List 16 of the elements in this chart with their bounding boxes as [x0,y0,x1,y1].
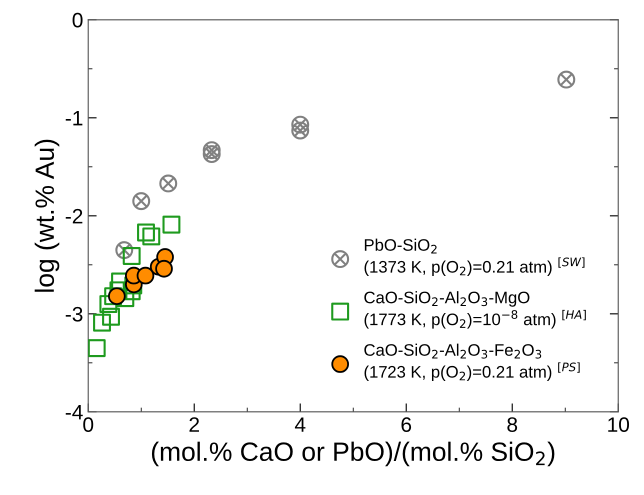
x-axis-title: (mol.% CaO or PbO)/(mol.% SiO$_{2}$) [152,442,554,466]
x-tick-label: 4 [294,417,306,432]
y-tick-label: 0 [72,12,83,28]
y-tick-label: -4 [66,405,83,420]
x-tick-label: 0 [83,417,94,432]
y-tick-label: -3 [66,306,82,322]
x-tick-label: 6 [402,417,412,432]
x-tick-label: 10 [608,417,630,432]
y-tick-label: -1 [66,111,82,126]
y-tick-label: -2 [66,208,82,224]
text: CaO-SiO$_{2}$-Al$_{2}$O$_{3}$-Fe$_{2}$O$_{3}$ (1723 K, p(O$_{2}$)=0.21 atm) $^{[PS]}$ [364,344,580,382]
legend-label: PbO-SiO$_{2}$ (1373 K, p(O$_{2}$)=0.21 atm) $^{[SW]}$ [364,238,584,276]
text: CaO-SiO$_{2}$-Al$_{2}$O$_{3}$-MgO (1773 K, p(O$_{2}$)=10$^{−8}$ atm) $^{[HA]}$ [364,291,586,329]
x-tick-label: 8 [507,417,518,432]
y-axis-title: log (wt.% Au) [34,140,60,292]
x-tick-label: 2 [189,417,199,432]
